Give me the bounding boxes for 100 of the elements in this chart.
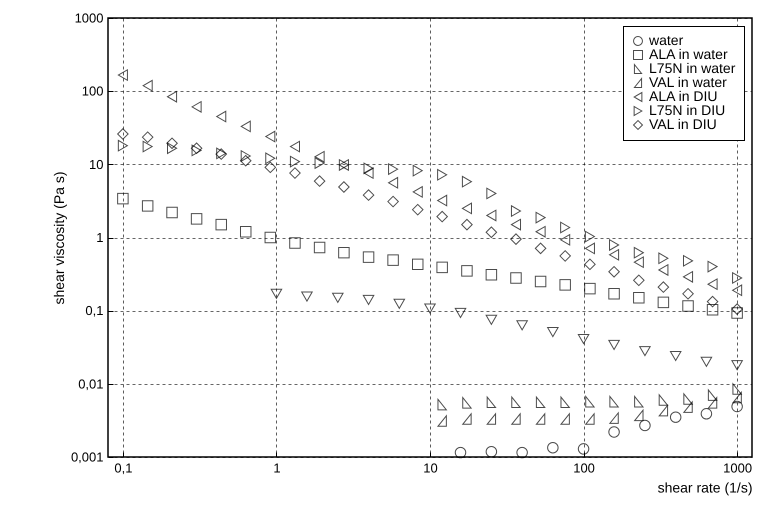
point xyxy=(289,167,301,179)
point xyxy=(190,142,202,154)
point xyxy=(732,272,742,284)
point xyxy=(658,264,668,276)
y-axis-title: shear viscosity (Pa s) xyxy=(50,171,67,305)
point xyxy=(290,140,300,152)
point xyxy=(364,162,374,174)
point xyxy=(118,69,128,81)
point xyxy=(534,276,546,288)
point xyxy=(510,272,522,284)
point xyxy=(437,169,448,181)
point xyxy=(486,188,496,200)
point xyxy=(682,255,694,267)
point xyxy=(634,256,644,268)
point xyxy=(559,250,571,262)
point xyxy=(387,254,399,266)
point xyxy=(536,212,546,224)
point xyxy=(216,110,226,122)
point xyxy=(338,246,350,258)
legend-label: ALA in DIU xyxy=(649,88,718,104)
y-tick-label: 0,01 xyxy=(78,376,104,392)
point xyxy=(608,266,620,278)
point xyxy=(166,138,178,150)
point xyxy=(412,164,423,176)
point xyxy=(215,218,227,230)
point xyxy=(633,292,645,304)
point xyxy=(436,262,448,274)
point xyxy=(510,205,522,217)
point xyxy=(190,213,202,225)
point xyxy=(118,140,128,152)
point xyxy=(486,226,498,238)
point xyxy=(584,230,595,242)
x-tick-label: 10 xyxy=(423,460,438,476)
point xyxy=(462,202,472,214)
point xyxy=(314,175,326,187)
point xyxy=(314,150,325,162)
point xyxy=(362,189,374,201)
point xyxy=(289,237,301,249)
point xyxy=(412,258,424,270)
legend-label: VAL in DIU xyxy=(649,116,717,132)
point xyxy=(240,120,251,132)
point xyxy=(658,281,670,293)
point xyxy=(559,279,571,291)
point xyxy=(682,300,694,312)
point xyxy=(634,246,644,258)
point xyxy=(362,251,374,263)
point xyxy=(731,303,743,315)
legend-label: L75N in water xyxy=(649,60,736,76)
point xyxy=(461,265,473,277)
point xyxy=(584,242,595,254)
point xyxy=(142,131,154,143)
x-tick-label: 0,1 xyxy=(114,460,132,476)
point xyxy=(658,296,670,308)
legend-label: ALA in water xyxy=(649,46,728,62)
x-tick-label: 1 xyxy=(273,460,281,476)
point xyxy=(560,234,570,246)
point xyxy=(167,90,178,102)
point xyxy=(338,181,350,193)
point xyxy=(682,271,694,283)
point xyxy=(364,167,374,179)
point xyxy=(462,176,472,188)
point xyxy=(534,242,546,254)
point xyxy=(510,233,522,245)
point xyxy=(732,284,742,296)
point xyxy=(240,226,252,238)
y-tick-label: 1000 xyxy=(74,10,104,26)
point xyxy=(584,258,596,270)
point xyxy=(437,194,448,206)
point xyxy=(706,304,718,316)
point xyxy=(264,162,276,174)
legend-label: L75N in DIU xyxy=(649,102,726,118)
point xyxy=(142,200,154,212)
legend-label: VAL in water xyxy=(649,74,728,90)
x-tick-label: 1000 xyxy=(723,460,752,476)
y-tick-label: 100 xyxy=(82,84,104,99)
y-tick-label: 0,001 xyxy=(70,450,104,464)
point xyxy=(240,154,252,166)
point xyxy=(265,130,276,142)
point xyxy=(388,163,398,175)
point xyxy=(388,177,398,188)
point xyxy=(486,268,498,280)
point xyxy=(314,242,326,254)
point xyxy=(192,101,202,113)
point xyxy=(142,80,153,92)
point xyxy=(290,156,300,168)
point xyxy=(436,210,448,222)
point xyxy=(265,152,276,164)
y-tick-label: 0,1 xyxy=(85,303,104,318)
point xyxy=(584,282,596,294)
point xyxy=(609,239,620,251)
point xyxy=(609,249,620,261)
point xyxy=(633,274,645,286)
point xyxy=(461,218,473,230)
point xyxy=(240,150,251,162)
legend-label: water xyxy=(648,32,684,48)
point xyxy=(560,222,570,234)
point xyxy=(658,252,668,264)
point xyxy=(117,128,129,140)
point xyxy=(708,278,718,290)
point xyxy=(412,186,423,198)
